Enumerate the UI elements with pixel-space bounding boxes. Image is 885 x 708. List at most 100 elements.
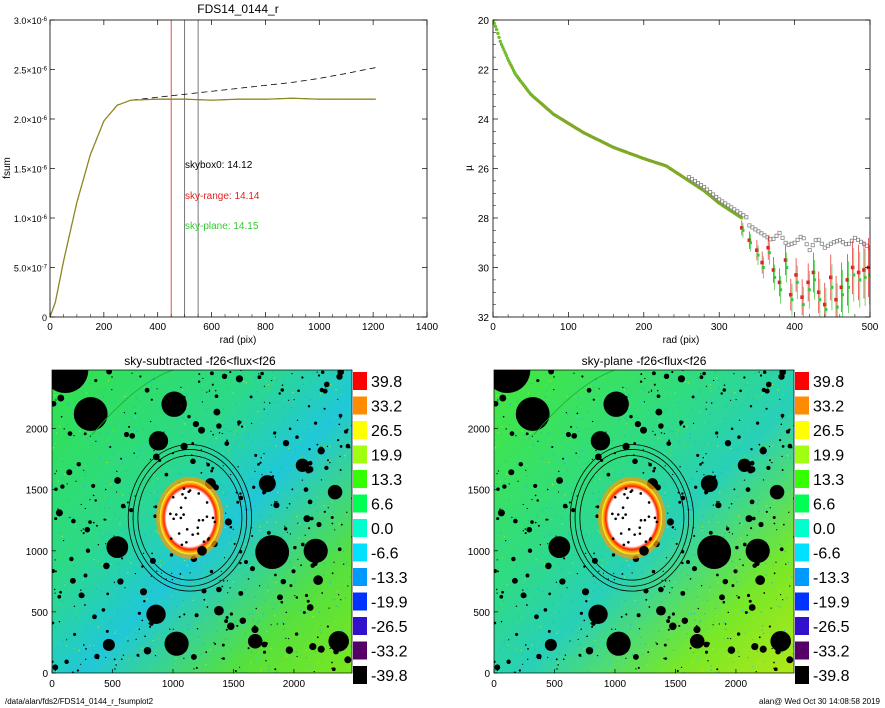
- noise-pixel: [557, 630, 559, 632]
- noise-pixel: [85, 392, 87, 394]
- noise-pixel: [707, 380, 709, 383]
- noise-pixel: [198, 560, 200, 562]
- noise-pixel: [119, 517, 121, 519]
- noise-pixel: [601, 565, 603, 567]
- noise-pixel: [597, 530, 599, 532]
- noise-pixel: [110, 622, 112, 624]
- noise-pixel: [182, 662, 184, 664]
- noise-pixel: [531, 622, 534, 624]
- colorbar-label: -13.3: [813, 570, 850, 587]
- noise-pixel: [743, 455, 745, 457]
- noise-pixel: [782, 393, 784, 395]
- noise-pixel: [686, 503, 688, 505]
- masked-source: [54, 517, 58, 521]
- masked-source: [520, 592, 527, 599]
- noise-pixel: [61, 535, 63, 537]
- masked-source: [283, 527, 288, 531]
- masked-source: [265, 660, 267, 662]
- noise-pixel: [710, 665, 712, 667]
- noise-pixel: [789, 403, 791, 405]
- masked-source: [496, 592, 498, 594]
- noise-pixel: [124, 413, 126, 416]
- masked-source: [83, 573, 88, 578]
- noise-pixel: [571, 383, 573, 385]
- masked-source: [52, 400, 57, 407]
- skybox-point: [735, 209, 740, 214]
- noise-pixel: [140, 418, 142, 420]
- masked-source: [730, 502, 733, 505]
- noise-pixel: [84, 464, 87, 467]
- noise-pixel: [500, 533, 502, 535]
- masked-source: [274, 500, 276, 503]
- noise-pixel: [97, 561, 100, 563]
- masked-source: [718, 623, 720, 625]
- noise-pixel: [267, 586, 269, 588]
- masked-source: [537, 524, 540, 527]
- masked-source: [213, 642, 215, 644]
- noise-pixel: [526, 475, 528, 477]
- masked-source: [494, 569, 497, 573]
- masked-source: [658, 586, 664, 593]
- noise-pixel: [623, 576, 625, 578]
- masked-source: [169, 628, 171, 630]
- masked-source: [730, 427, 734, 431]
- noise-pixel: [161, 574, 163, 576]
- noise-pixel: [551, 518, 553, 521]
- masked-source: [598, 570, 600, 572]
- masked-source: [681, 666, 683, 668]
- noise-pixel: [197, 625, 199, 627]
- masked-source: [303, 515, 311, 523]
- noise-pixel: [305, 657, 307, 659]
- masked-source: [339, 445, 343, 448]
- noise-pixel: [291, 635, 293, 637]
- masked-source: [733, 373, 735, 375]
- noise-pixel: [644, 555, 646, 557]
- noise-pixel: [697, 657, 699, 659]
- masked-source: [770, 607, 772, 609]
- masked-source: [496, 472, 498, 475]
- noise-pixel: [198, 400, 200, 402]
- masked-source: [701, 461, 704, 464]
- masked-source: [219, 579, 221, 581]
- masked-source: [326, 625, 329, 628]
- noise-pixel: [297, 441, 299, 443]
- noise-pixel: [566, 413, 568, 416]
- masked-source: [308, 527, 311, 530]
- noise-pixel: [139, 450, 141, 452]
- masked-source: [317, 374, 321, 377]
- masked-source: [94, 379, 98, 383]
- noise-pixel: [87, 447, 89, 449]
- noise-pixel: [104, 389, 106, 391]
- masked-source: [235, 375, 244, 383]
- noise-pixel: [526, 588, 528, 590]
- profile-point-plane: [497, 32, 500, 35]
- masked-source: [530, 520, 534, 524]
- noise-pixel: [147, 531, 149, 533]
- noise-pixel: [741, 610, 744, 612]
- noise-pixel: [771, 384, 774, 386]
- noise-pixel: [310, 399, 312, 401]
- x-tick-label: 200: [96, 322, 113, 333]
- noise-pixel: [135, 659, 137, 661]
- noise-pixel: [693, 613, 695, 615]
- galaxy-masked-pixel: [172, 517, 175, 521]
- masked-source: [605, 431, 607, 433]
- noise-pixel: [766, 454, 768, 456]
- noise-pixel: [152, 582, 154, 584]
- aperture-ellipse: [132, 449, 248, 587]
- masked-source: [755, 421, 760, 425]
- noise-pixel: [763, 661, 765, 663]
- noise-pixel: [635, 605, 637, 607]
- noise-pixel: [576, 427, 578, 429]
- skybox-point: [783, 240, 788, 245]
- masked-source: [236, 624, 239, 627]
- noise-pixel: [524, 434, 526, 437]
- noise-pixel: [558, 653, 560, 655]
- noise-pixel: [768, 387, 770, 389]
- masked-source: [198, 426, 205, 434]
- noise-pixel: [251, 613, 253, 615]
- noise-pixel: [662, 483, 664, 485]
- galaxy-masked-pixel: [614, 517, 617, 521]
- noise-pixel: [234, 621, 236, 623]
- masked-source: [661, 579, 663, 581]
